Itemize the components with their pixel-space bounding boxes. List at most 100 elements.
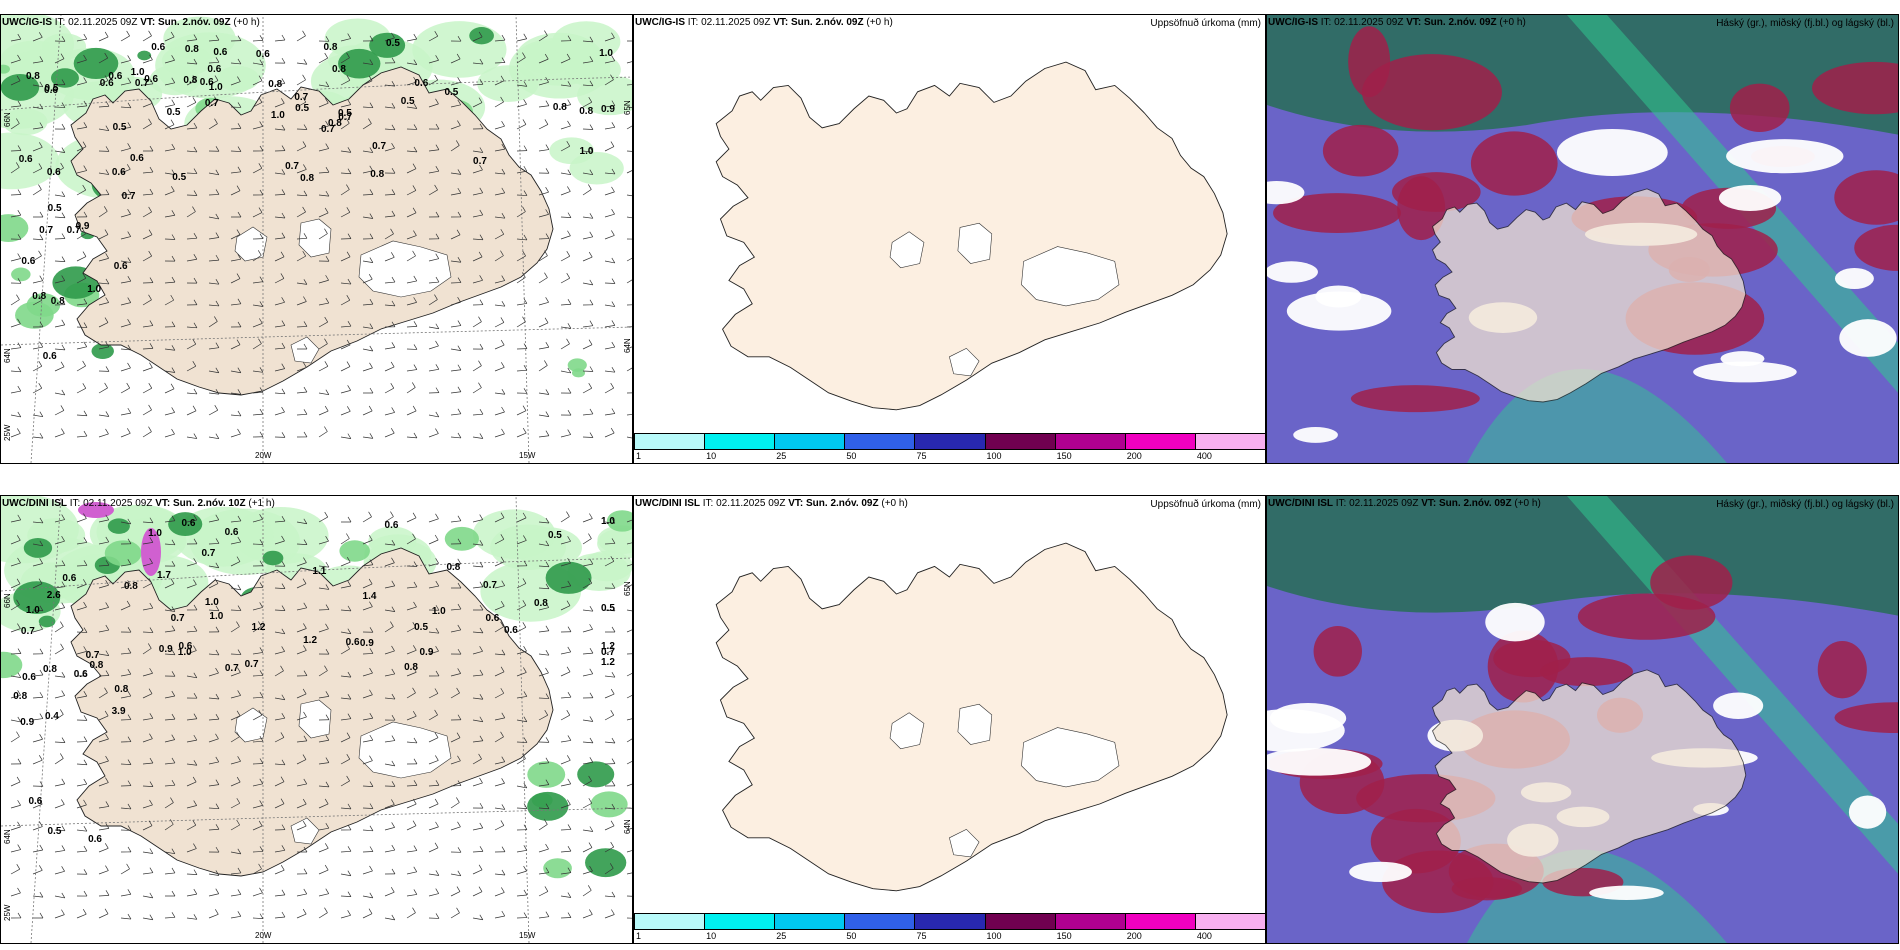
precip-value-label: 0.6 — [111, 166, 126, 178]
precip-area-heavy — [104, 540, 142, 567]
graticule-label: 64N — [3, 348, 12, 363]
precip-value-label: 0.6 — [414, 78, 429, 90]
panel-title: UWC/DINI ISL IT: 02.11.2025 09Z VT: Sun.… — [2, 498, 275, 509]
low-cloud-area — [1313, 625, 1362, 677]
colorbar-tick-label: 50 — [846, 931, 857, 941]
map-panel-top-right[interactable]: UWC/IG-IS IT: 02.11.2025 09Z VT: Sun. 2.… — [1266, 14, 1899, 464]
precip-value-label: 0.7 — [85, 650, 100, 662]
precip-value-label: 0.6 — [44, 84, 58, 96]
low-cloud-area — [1350, 385, 1480, 413]
precip-value-label: 1.0 — [599, 47, 613, 59]
colorbar-tick-label: 10 — [706, 451, 717, 461]
glacier-shape — [358, 240, 452, 298]
precip-area-heavy — [444, 526, 479, 551]
precip-value-label: 0.5 — [400, 95, 415, 107]
valid-time: VT: Sun. 2.nóv. 10Z — [155, 498, 246, 509]
clear-sky-area — [1713, 692, 1764, 720]
map-panel-top-left[interactable]: 0.6 0.8 0.6 0.6 0.5 0.8 0.8 0.7 0.8 0.8 0.7 0.7 0.8 1… — [0, 14, 633, 464]
clear-sky-area — [1839, 319, 1897, 357]
low-cloud-area — [1361, 54, 1502, 131]
precip-area-heavy — [11, 267, 31, 282]
precip-value-label: 0.9 — [419, 647, 434, 659]
precip-value-label: 2.6 — [46, 589, 61, 601]
low-cloud-area — [1539, 657, 1633, 687]
precip-area-light — [216, 65, 260, 92]
clear-sky-area — [1834, 267, 1874, 290]
iceland-landmass — [1431, 188, 1747, 403]
colorbar-tick-label: 25 — [776, 931, 787, 941]
wind-barbs — [10, 30, 632, 440]
precip-value-label: 0.7 — [372, 140, 387, 152]
clear-sky-area — [1267, 709, 1345, 752]
precip-area-light — [1, 132, 59, 190]
init-time: IT: 02.11.2025 09Z — [52, 17, 141, 28]
precip-value-label: 0.7 — [39, 225, 54, 237]
glacier-shape — [889, 231, 925, 269]
valid-time: VT: Sun. 2.nóv. 09Z — [788, 498, 879, 509]
low-cloud-area — [1470, 131, 1558, 196]
graticule-label: 20W — [255, 931, 272, 940]
map-panel-top-middle[interactable]: 1 10 25 50 75 100 150 200 400 UWC/IG-IS IT: 02.11… — [633, 14, 1266, 464]
low-cloud-area — [1577, 593, 1716, 640]
colorbar-tick-label: 10 — [706, 931, 717, 941]
colorbar-tick-label: 75 — [916, 451, 927, 461]
precip-area-light — [1, 496, 79, 564]
precip-value-label: 0.6 — [384, 519, 399, 531]
precip-value-label: 0.6 — [42, 351, 57, 363]
precip-value-label: 0.6 — [213, 47, 228, 59]
precip-value-label: 0.7 — [473, 155, 487, 167]
glacier-shape — [290, 817, 320, 845]
precip-value-label: 0.6 — [255, 49, 270, 61]
precip-value-label: 0.8 — [25, 70, 40, 82]
precip-area-pink — [78, 502, 114, 518]
map-panel-bottom-left[interactable]: 0.4 0.6 0.7 0.7 0.6 0.5 0.6 1.0 0.7 0.8 0.6 0.5 0.6 0… — [0, 495, 633, 944]
colorbar-tick-label: 1 — [636, 451, 642, 461]
high-cloud-area — [1267, 496, 1898, 616]
precip-value-label: 0.6 — [108, 71, 123, 83]
precip-value-label: 1.0 — [431, 605, 446, 617]
clear-sky-area — [1718, 184, 1782, 211]
precip-value-label: 0.8 — [42, 664, 57, 676]
clear-sky-area — [1286, 291, 1392, 331]
precip-value-label: 0.6 — [199, 76, 214, 88]
precip-value-label: 0.5 — [112, 121, 127, 133]
lead-time: (+0 h) — [1496, 17, 1526, 28]
map-panel-bottom-right[interactable]: UWC/DINI ISL IT: 02.11.2025 09Z VT: Sun.… — [1266, 495, 1899, 944]
glacier-shape — [949, 828, 980, 858]
precip-value-label: 3.9 — [111, 705, 126, 717]
precip-area-light — [42, 33, 87, 60]
low-cloud-area — [1811, 61, 1898, 115]
precip-value-label: 0.7 — [483, 579, 497, 591]
precip-value-label: 0.7 — [121, 190, 136, 202]
clear-sky-area — [1267, 747, 1372, 776]
precip-value-label: 0.7 — [170, 613, 185, 625]
low-cloud-area — [1729, 83, 1790, 132]
colorbar-tick-label: 200 — [1126, 931, 1142, 941]
precip-value-label: 0.8 — [13, 691, 28, 703]
graticule-label: 25W — [3, 904, 12, 921]
precip-value-label: 1.0 — [148, 527, 162, 539]
precip-area-heavy — [567, 358, 587, 372]
precip-value-label: 0.9 — [158, 644, 173, 656]
clear-sky-area — [1485, 602, 1545, 642]
accumulated-precip-map — [634, 15, 1265, 433]
precip-value-label: 0.6 — [144, 74, 159, 86]
wind-barbs — [10, 511, 632, 921]
panel-title: UWC/IG-IS IT: 02.11.2025 09Z VT: Sun. 2.… — [1268, 17, 1526, 28]
panel-field-label: Uppsöfnuð úrkoma (mm) — [1150, 499, 1261, 510]
colorbar-tick-label: 150 — [1056, 931, 1072, 941]
precip-value-label: 0.8 — [579, 106, 594, 118]
precip-value-label: 1.4 — [362, 591, 377, 603]
graticule-label: 15W — [519, 931, 536, 940]
colorbar-tick-label: 1 — [636, 931, 642, 941]
precip-area-heavy — [73, 47, 119, 80]
glacier-shape — [1021, 246, 1120, 307]
precip-value-label: 0.6 — [22, 671, 36, 683]
graticule-label: 20W — [255, 451, 272, 460]
colorbar-tick-label: 100 — [986, 931, 1002, 941]
precip-area-heavy — [1, 214, 29, 243]
precip-area-light — [552, 21, 621, 63]
map-panel-bottom-middle[interactable]: 1 10 25 50 75 100 150 200 400 UWC/DINI ISL IT: 02… — [633, 495, 1266, 944]
lead-time: (+0 h) — [1511, 498, 1541, 509]
precip-area-light — [472, 509, 556, 559]
